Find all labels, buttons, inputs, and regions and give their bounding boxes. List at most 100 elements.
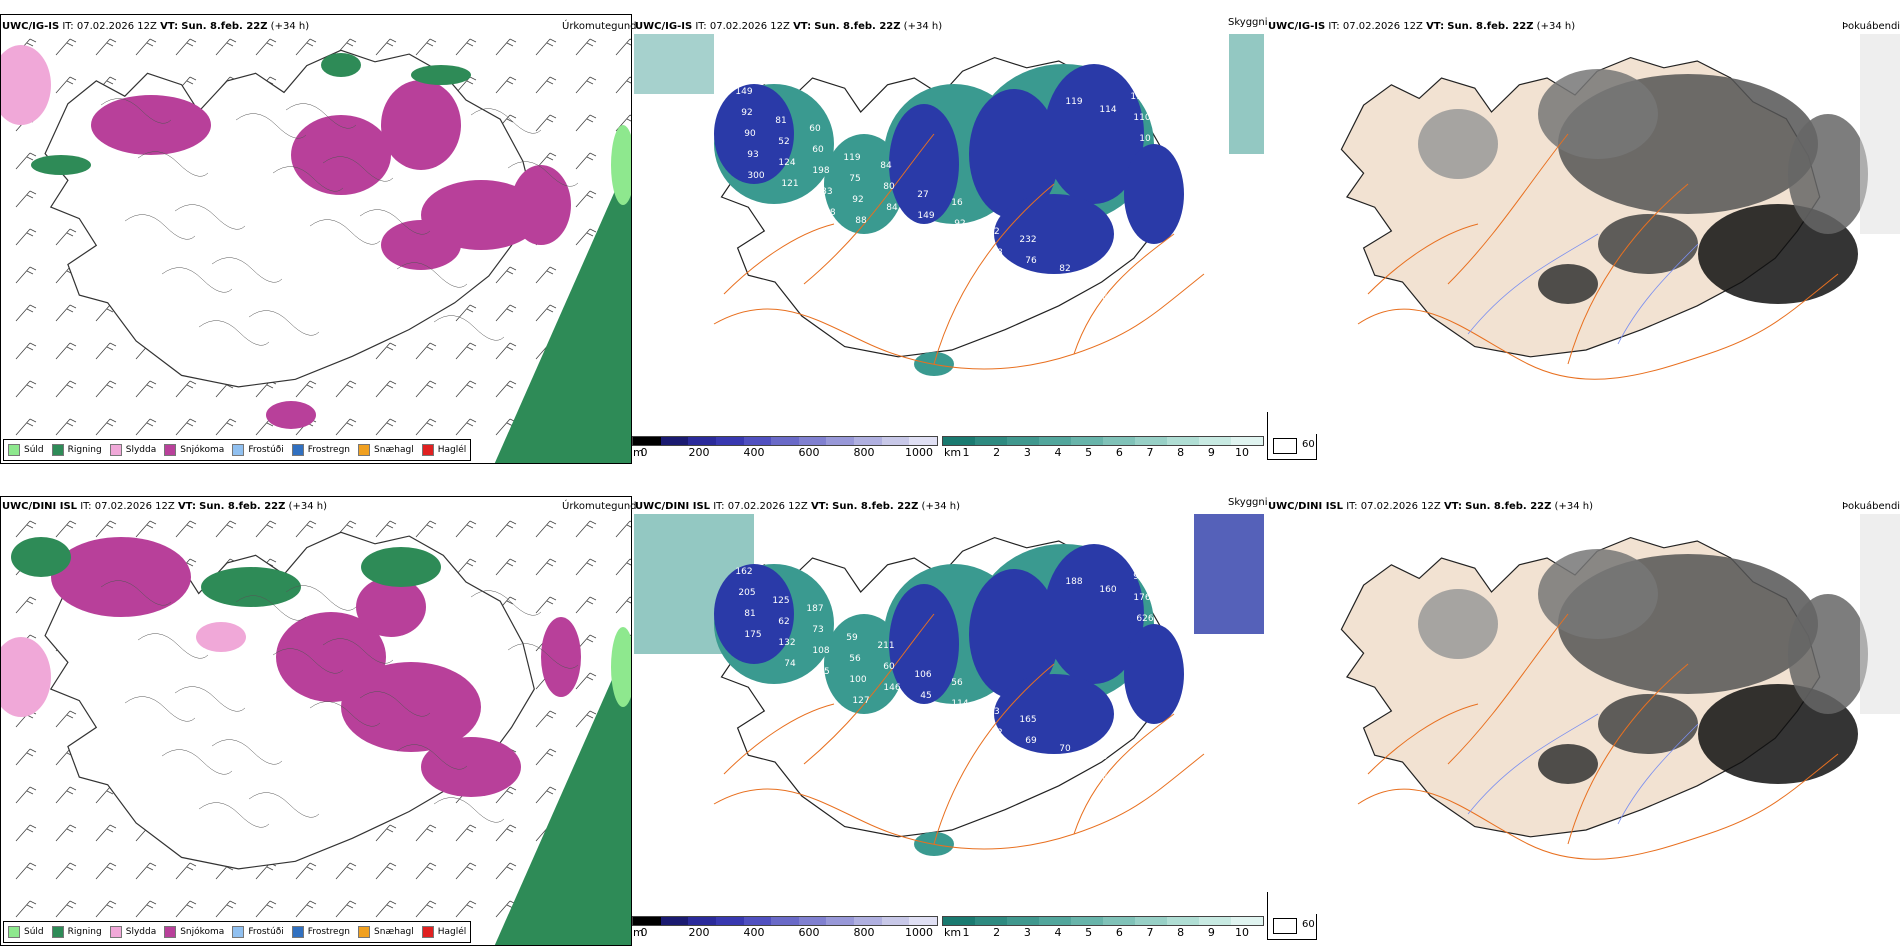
road [1357,273,1839,380]
legend-label: Snæhagl [374,445,414,455]
legend-label: Snjókoma [180,445,225,455]
cloud-base-label: 45 [920,691,931,701]
visibility-ticks-row1: 1 2 3 4 5 6 7 8 9 10 [0,446,1900,460]
fog-index-area [1538,549,1658,639]
snow-area [356,577,426,637]
cloud-base-label: 125 [772,596,789,606]
cloud-base-label: 103 [1025,757,1042,767]
scale-tick-label: 400 [743,926,765,939]
cloud-base-label: 60 [883,662,895,672]
panel-title-precip-row2: Úrkomutegund [562,501,637,512]
wind-barb [55,900,77,918]
wind-barb [15,748,37,766]
colorbar-segment-6 [798,437,827,445]
vt-label: VT: [160,21,179,32]
wind-barb [15,266,37,284]
fog-index-area [1598,214,1698,274]
cloud-base-labels: 149 60 84 16 232 97 10 81 119 27 22 82 87 92 60 80 92 76 9… [735,87,1184,324]
precip-legend-row1: Súld Rigning Slydda Snjókoma Frostúði Fr… [3,439,472,461]
colorbar-segment-0 [943,437,975,445]
colorbar-segment-0 [633,917,661,925]
contour-line [235,113,307,139]
wind-barb [415,824,437,842]
legend-label: Snæhagl [374,927,414,937]
snow-area [341,662,481,752]
contour-line [309,219,381,245]
contour-line [272,166,344,192]
swatch-hagl [421,926,434,938]
cloud-base-unit-row2: m [633,926,644,939]
wind-barb [55,304,77,322]
it-label: IT: [62,21,74,32]
wind-barb [295,900,317,918]
contour-line [470,108,542,134]
vt-label: VT: [177,501,196,512]
cloud-base-ticks-row2: 0 200 400 600 800 1000 [0,926,1900,940]
cloud-base-unit-row1: m [633,446,644,459]
contour-line [211,739,283,765]
vt-value: Sun. 8.feb. 22Z [181,21,268,32]
low-cloud-area [824,134,904,234]
road [933,183,1055,365]
cloud-base-label: 53 [997,770,1008,780]
cloud-base-label: 56 [849,654,861,664]
cloud-base-label: 97 [1093,272,1104,282]
legend-label: Slydda [125,445,157,455]
wind-barb [175,520,197,538]
snow-area [421,737,521,797]
panel-header-fog-row1: UWC/IG-IS IT: 07.02.2026 12Z VT: Sun. 8.… [1268,21,1575,32]
road [1567,183,1689,365]
cloud-base-label: 146 [883,683,900,693]
wind-barb [135,380,157,398]
scale-tick-label: 5 [1085,926,1093,939]
cloud-base-label: 62 [778,617,789,627]
wind-barb [495,76,517,94]
scale-tick-label: 10 [1235,446,1249,459]
ocean-cloud-ne [1194,514,1264,634]
legend-suld: Súld [8,444,44,456]
cloud-base-label: 60 [812,145,824,155]
colorbar-segment-3 [715,437,744,445]
cloud-base-label: 138 [818,208,835,218]
river [1467,713,1599,815]
cloud-base-label: 160 [1099,585,1116,595]
swatch-frostregn [291,444,304,456]
fog-index-area [1598,694,1698,754]
fog-index-area [1538,744,1598,784]
vt-value: Sun. 8.feb. 22Z [1465,501,1552,512]
colorbar-segment-10 [909,917,938,925]
cloud-base-label: 59 [1173,622,1185,632]
legend-hagl: Haglél [421,444,466,456]
it-value: 07.02.2026 12Z [1360,501,1441,512]
cloud-map-row1: 149 60 84 16 232 97 10 81 119 27 22 82 87 92 60 80 92 76 9… [634,34,1264,376]
wind-barb [95,862,117,880]
road-network [1357,613,1839,860]
cloud-base-label: 70 [1059,744,1071,754]
wind-barb [95,342,117,360]
road [1567,663,1689,845]
drizzle-area [611,627,631,707]
cloud-base-label: 152 [991,269,1008,279]
ocean-low-cloud [634,34,714,94]
model-name: UWC/IG-IS [1268,21,1326,32]
cloud-base-label: 198 [812,166,829,176]
wind-barb [15,862,37,880]
fog-panel-row1 [1268,34,1900,434]
cloud-base-label: 73 [960,261,971,271]
snow-area [541,617,581,697]
road [803,613,935,765]
wind-barb [615,38,631,56]
wind-barb [455,38,477,56]
panel-title-fog-row2: Þokuábendi [1842,501,1900,512]
swatch-snaehagl [358,444,371,456]
scale-tick-label: 8 [1177,446,1185,459]
cloud-base-colorbar-row2 [632,916,938,926]
legend-label: Slydda [125,927,157,937]
rivers [1467,713,1699,825]
vt-label: VT: [1443,501,1462,512]
cloud-base-area [889,104,959,224]
wind-barb [95,38,117,56]
scale-tick-label: 1000 [905,446,933,459]
cloud-base-label: 88 [889,704,901,714]
cloud-base-label: 140 [1059,285,1076,295]
